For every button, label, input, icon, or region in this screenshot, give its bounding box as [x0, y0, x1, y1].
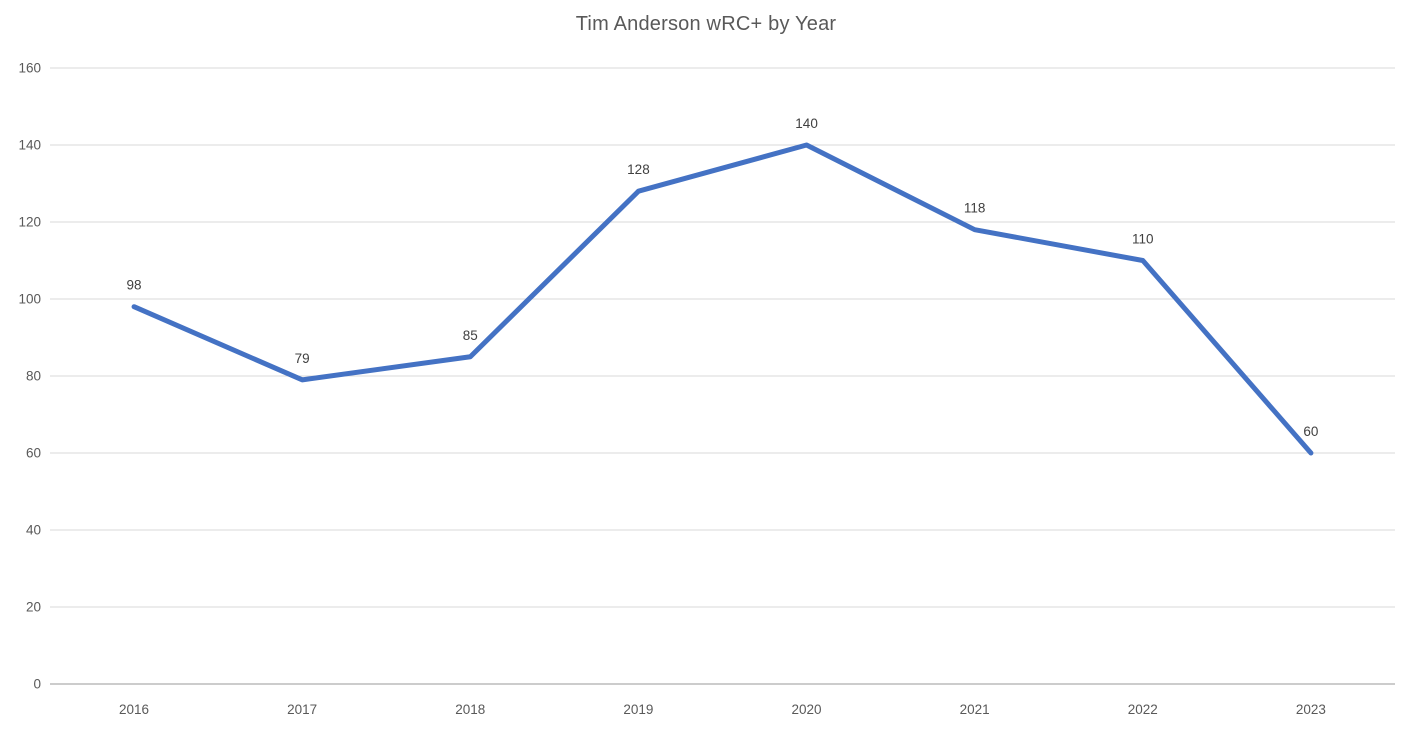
data-point-label: 85: [463, 328, 478, 343]
data-point-label: 140: [795, 116, 818, 131]
x-tick-label: 2021: [960, 702, 990, 717]
y-tick-label: 160: [18, 61, 41, 76]
y-tick-label: 0: [33, 677, 41, 692]
y-tick-label: 100: [18, 292, 41, 307]
y-tick-label: 80: [26, 369, 41, 384]
x-tick-label: 2020: [792, 702, 822, 717]
x-tick-label: 2023: [1296, 702, 1326, 717]
x-tick-label: 2019: [623, 702, 653, 717]
data-series-line: [131, 142, 1314, 456]
y-tick-label: 140: [18, 138, 41, 153]
data-point-label: 118: [964, 201, 986, 216]
y-tick-label: 60: [26, 446, 41, 461]
x-tick-label: 2017: [287, 702, 317, 717]
y-tick-label: 40: [26, 523, 41, 538]
y-tick-label: 120: [18, 215, 41, 230]
x-tick-label: 2018: [455, 702, 485, 717]
x-tick-label: 2022: [1128, 702, 1158, 717]
x-tick-label: 2016: [119, 702, 149, 717]
data-point-label: 110: [1132, 232, 1154, 247]
chart-title: Tim Anderson wRC+ by Year: [575, 13, 837, 35]
data-point-label: 98: [127, 278, 142, 293]
data-point-label: 128: [627, 162, 650, 177]
data-point-label: 60: [1303, 424, 1318, 439]
data-point-label: 79: [295, 351, 310, 366]
y-tick-label: 20: [26, 600, 41, 615]
